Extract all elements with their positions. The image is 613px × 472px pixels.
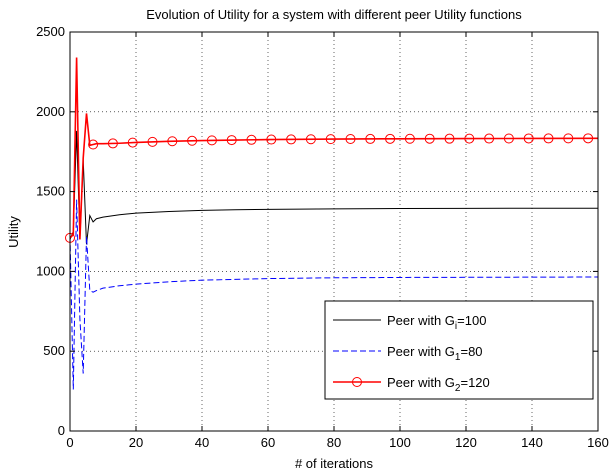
x-tick-label: 120: [455, 435, 477, 450]
series-marker-3: [523, 133, 534, 144]
series-marker-3: [88, 139, 99, 150]
legend-label-1: Peer with Gi=100: [387, 313, 486, 332]
series-line-2: [69, 199, 599, 390]
series-marker-3: [484, 133, 495, 144]
series-marker-3: [147, 136, 158, 147]
series-marker-3: [404, 133, 415, 144]
series-marker-3: [385, 133, 396, 144]
series-marker-3: [107, 138, 118, 149]
series-marker-3: [543, 133, 554, 144]
y-tick-label: 0: [58, 423, 65, 438]
chart-title: Evolution of Utility for a system with d…: [146, 7, 522, 22]
legend-marker-3: [352, 377, 362, 387]
y-tick-label: 500: [43, 343, 65, 358]
x-tick-label: 80: [327, 435, 341, 450]
series-marker-3: [503, 133, 514, 144]
series-layer: [65, 57, 599, 390]
series-marker-3: [226, 135, 237, 146]
series-marker-3: [444, 133, 455, 144]
legend-label-3: Peer with G2=120: [387, 375, 490, 394]
x-tick-label: 0: [66, 435, 73, 450]
y-axis-label: Utility: [6, 216, 21, 248]
y-tick-label: 2500: [36, 24, 65, 39]
series-marker-3: [325, 134, 336, 145]
series-marker-3: [167, 136, 178, 147]
series-marker-3: [345, 134, 356, 145]
series-marker-3: [206, 135, 217, 146]
series-line-3: [69, 57, 599, 240]
x-axis-label: # of iterations: [295, 456, 374, 471]
series-marker-3: [305, 134, 316, 145]
series-marker-3: [286, 134, 297, 145]
series-marker-3: [424, 133, 435, 144]
y-tick-label: 1500: [36, 184, 65, 199]
series-marker-3: [187, 135, 198, 146]
series-marker-3: [266, 134, 277, 145]
x-tick-label: 160: [587, 435, 609, 450]
series-marker-3: [464, 133, 475, 144]
axis-ticks: 0 20 40 60 80 100 120 140 160 0 500 1000 1500 2000 250…: [36, 24, 609, 450]
series-line-1: [69, 130, 598, 245]
legend-label-2: Peer with G1=80: [387, 344, 483, 363]
x-tick-label: 60: [261, 435, 275, 450]
series-marker-3: [246, 134, 257, 145]
y-tick-label: 2000: [36, 104, 65, 119]
series-marker-3: [563, 133, 574, 144]
y-tick-label: 1000: [36, 263, 65, 278]
x-tick-label: 20: [129, 435, 143, 450]
x-tick-label: 100: [389, 435, 411, 450]
x-tick-label: 140: [521, 435, 543, 450]
series-marker-3: [583, 133, 594, 144]
series-marker-3: [365, 133, 376, 144]
legend: Peer with Gi=100 Peer with G1=80 Peer with…: [324, 300, 594, 400]
x-tick-label: 40: [195, 435, 209, 450]
series-marker-3: [127, 137, 138, 148]
